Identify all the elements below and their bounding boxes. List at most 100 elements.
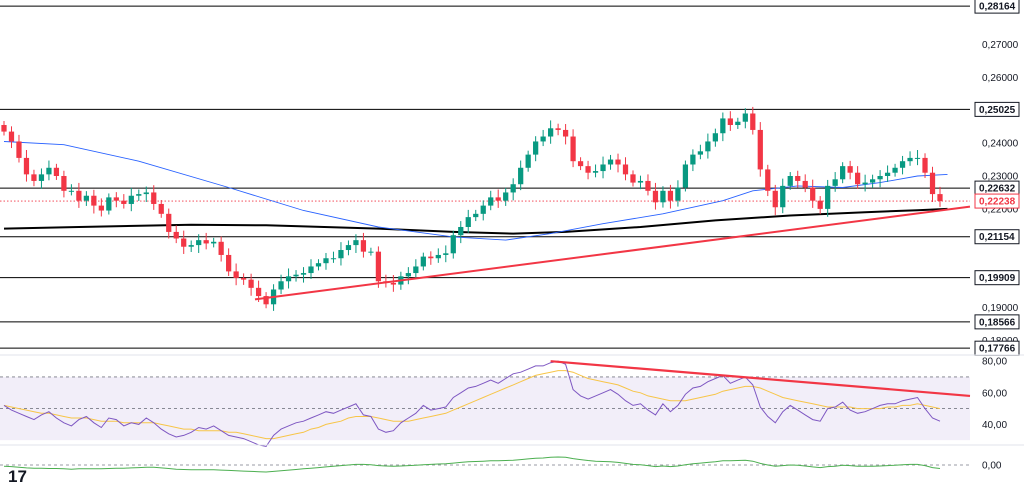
- candle-body: [937, 194, 943, 202]
- support-trendline: [254, 205, 971, 301]
- candle-body: [121, 200, 127, 204]
- candle-body: [8, 131, 15, 142]
- candle-body: [173, 231, 179, 239]
- candle-body: [877, 176, 883, 180]
- candle-body: [787, 176, 793, 186]
- candle-body: [76, 190, 82, 201]
- rsi-tick-label: 80,00: [982, 357, 1007, 368]
- candle-body: [353, 240, 359, 246]
- candle-body: [263, 296, 269, 305]
- momentum-pane[interactable]: [0, 456, 970, 473]
- price-tick-label: 0,23000: [982, 172, 1019, 183]
- candle-body: [450, 235, 456, 254]
- candle-body: [233, 271, 239, 278]
- candle-body: [840, 166, 846, 180]
- tradingview-logo-icon: 17: [8, 467, 27, 486]
- candle-body: [667, 190, 674, 201]
- candle-body: [660, 190, 666, 203]
- candle-body: [690, 154, 696, 165]
- candle-body: [31, 174, 37, 181]
- candle-body: [817, 200, 823, 209]
- candle-body: [248, 279, 254, 288]
- candle-body: [637, 180, 644, 183]
- candle-body: [136, 194, 142, 196]
- candle-body: [143, 192, 149, 195]
- candle-body: [465, 217, 471, 227]
- candle-body: [600, 164, 606, 172]
- momentum-line: [3, 456, 941, 473]
- candle-body: [607, 159, 614, 165]
- price-tick-label: 0,22000: [982, 204, 1019, 215]
- candle-body: [810, 187, 816, 201]
- candle-body: [577, 161, 584, 167]
- level-label: 0,22632: [979, 184, 1016, 195]
- level-label: 0,18566: [979, 317, 1016, 328]
- ma-fast-line: [3, 141, 948, 241]
- level-label-box: [974, 314, 1020, 330]
- level-label-box: [974, 0, 1020, 14]
- candle-body: [443, 253, 449, 255]
- candle-body: [211, 241, 217, 244]
- candle-body: [630, 174, 636, 183]
- candle-body: [555, 128, 561, 130]
- candle-body: [23, 157, 30, 175]
- candle-body: [592, 171, 599, 173]
- candle-body: [308, 266, 314, 274]
- candle-body: [458, 226, 464, 236]
- candle-body: [188, 245, 194, 247]
- candle-body: [226, 254, 232, 272]
- candle-body: [435, 254, 441, 259]
- candle-body: [562, 129, 569, 137]
- candle-body: [795, 176, 801, 181]
- candle-body: [166, 213, 172, 232]
- candle-body: [884, 172, 891, 176]
- level-label: 0,19909: [979, 273, 1016, 284]
- candle-body: [825, 185, 831, 209]
- candle-body: [869, 179, 876, 183]
- candle-body: [46, 167, 52, 175]
- candle-body: [802, 180, 808, 188]
- candle-body: [720, 118, 726, 134]
- candle-body: [742, 113, 748, 122]
- candle-body: [203, 240, 209, 244]
- candle-body: [428, 256, 434, 259]
- candle-body: [113, 197, 119, 201]
- candle-body: [855, 172, 861, 185]
- candle-body: [38, 174, 45, 181]
- candle-body: [375, 251, 382, 282]
- candle-body: [360, 240, 367, 252]
- candle-body: [91, 195, 97, 206]
- candle-body: [697, 151, 704, 155]
- candle-body: [315, 263, 322, 267]
- price-pane[interactable]: [0, 5, 971, 349]
- candle-body: [862, 182, 868, 185]
- candle-body: [285, 276, 292, 282]
- candle-body: [218, 241, 224, 255]
- candle-body: [196, 240, 202, 246]
- candle-body: [712, 133, 718, 142]
- candle-body: [16, 141, 22, 158]
- candle-body: [899, 161, 906, 168]
- candle-body: [68, 190, 75, 192]
- candle-body: [405, 273, 411, 277]
- level-label: 0,28164: [979, 2, 1016, 13]
- price-tick-label: 0,19000: [982, 303, 1019, 314]
- price-axis[interactable]: 0,270000,260000,240000,230000,220000,200…: [0, 0, 1024, 472]
- rsi-tick-label: 40,00: [982, 420, 1007, 431]
- candle-body: [390, 282, 396, 285]
- candle-body: [735, 121, 741, 126]
- candle-body: [413, 266, 419, 274]
- candle-body: [300, 273, 307, 275]
- ma-slow-line: [3, 207, 948, 235]
- candle-body: [278, 281, 284, 290]
- candle-body: [368, 251, 374, 253]
- candle-body: [323, 258, 329, 264]
- candle-body: [495, 197, 501, 201]
- candle-body: [750, 113, 756, 130]
- candle-body: [772, 190, 778, 208]
- rsi-pane[interactable]: [0, 360, 971, 448]
- candle-body: [151, 192, 157, 204]
- rsi-signal-line: [3, 370, 941, 440]
- candle-body: [907, 157, 913, 162]
